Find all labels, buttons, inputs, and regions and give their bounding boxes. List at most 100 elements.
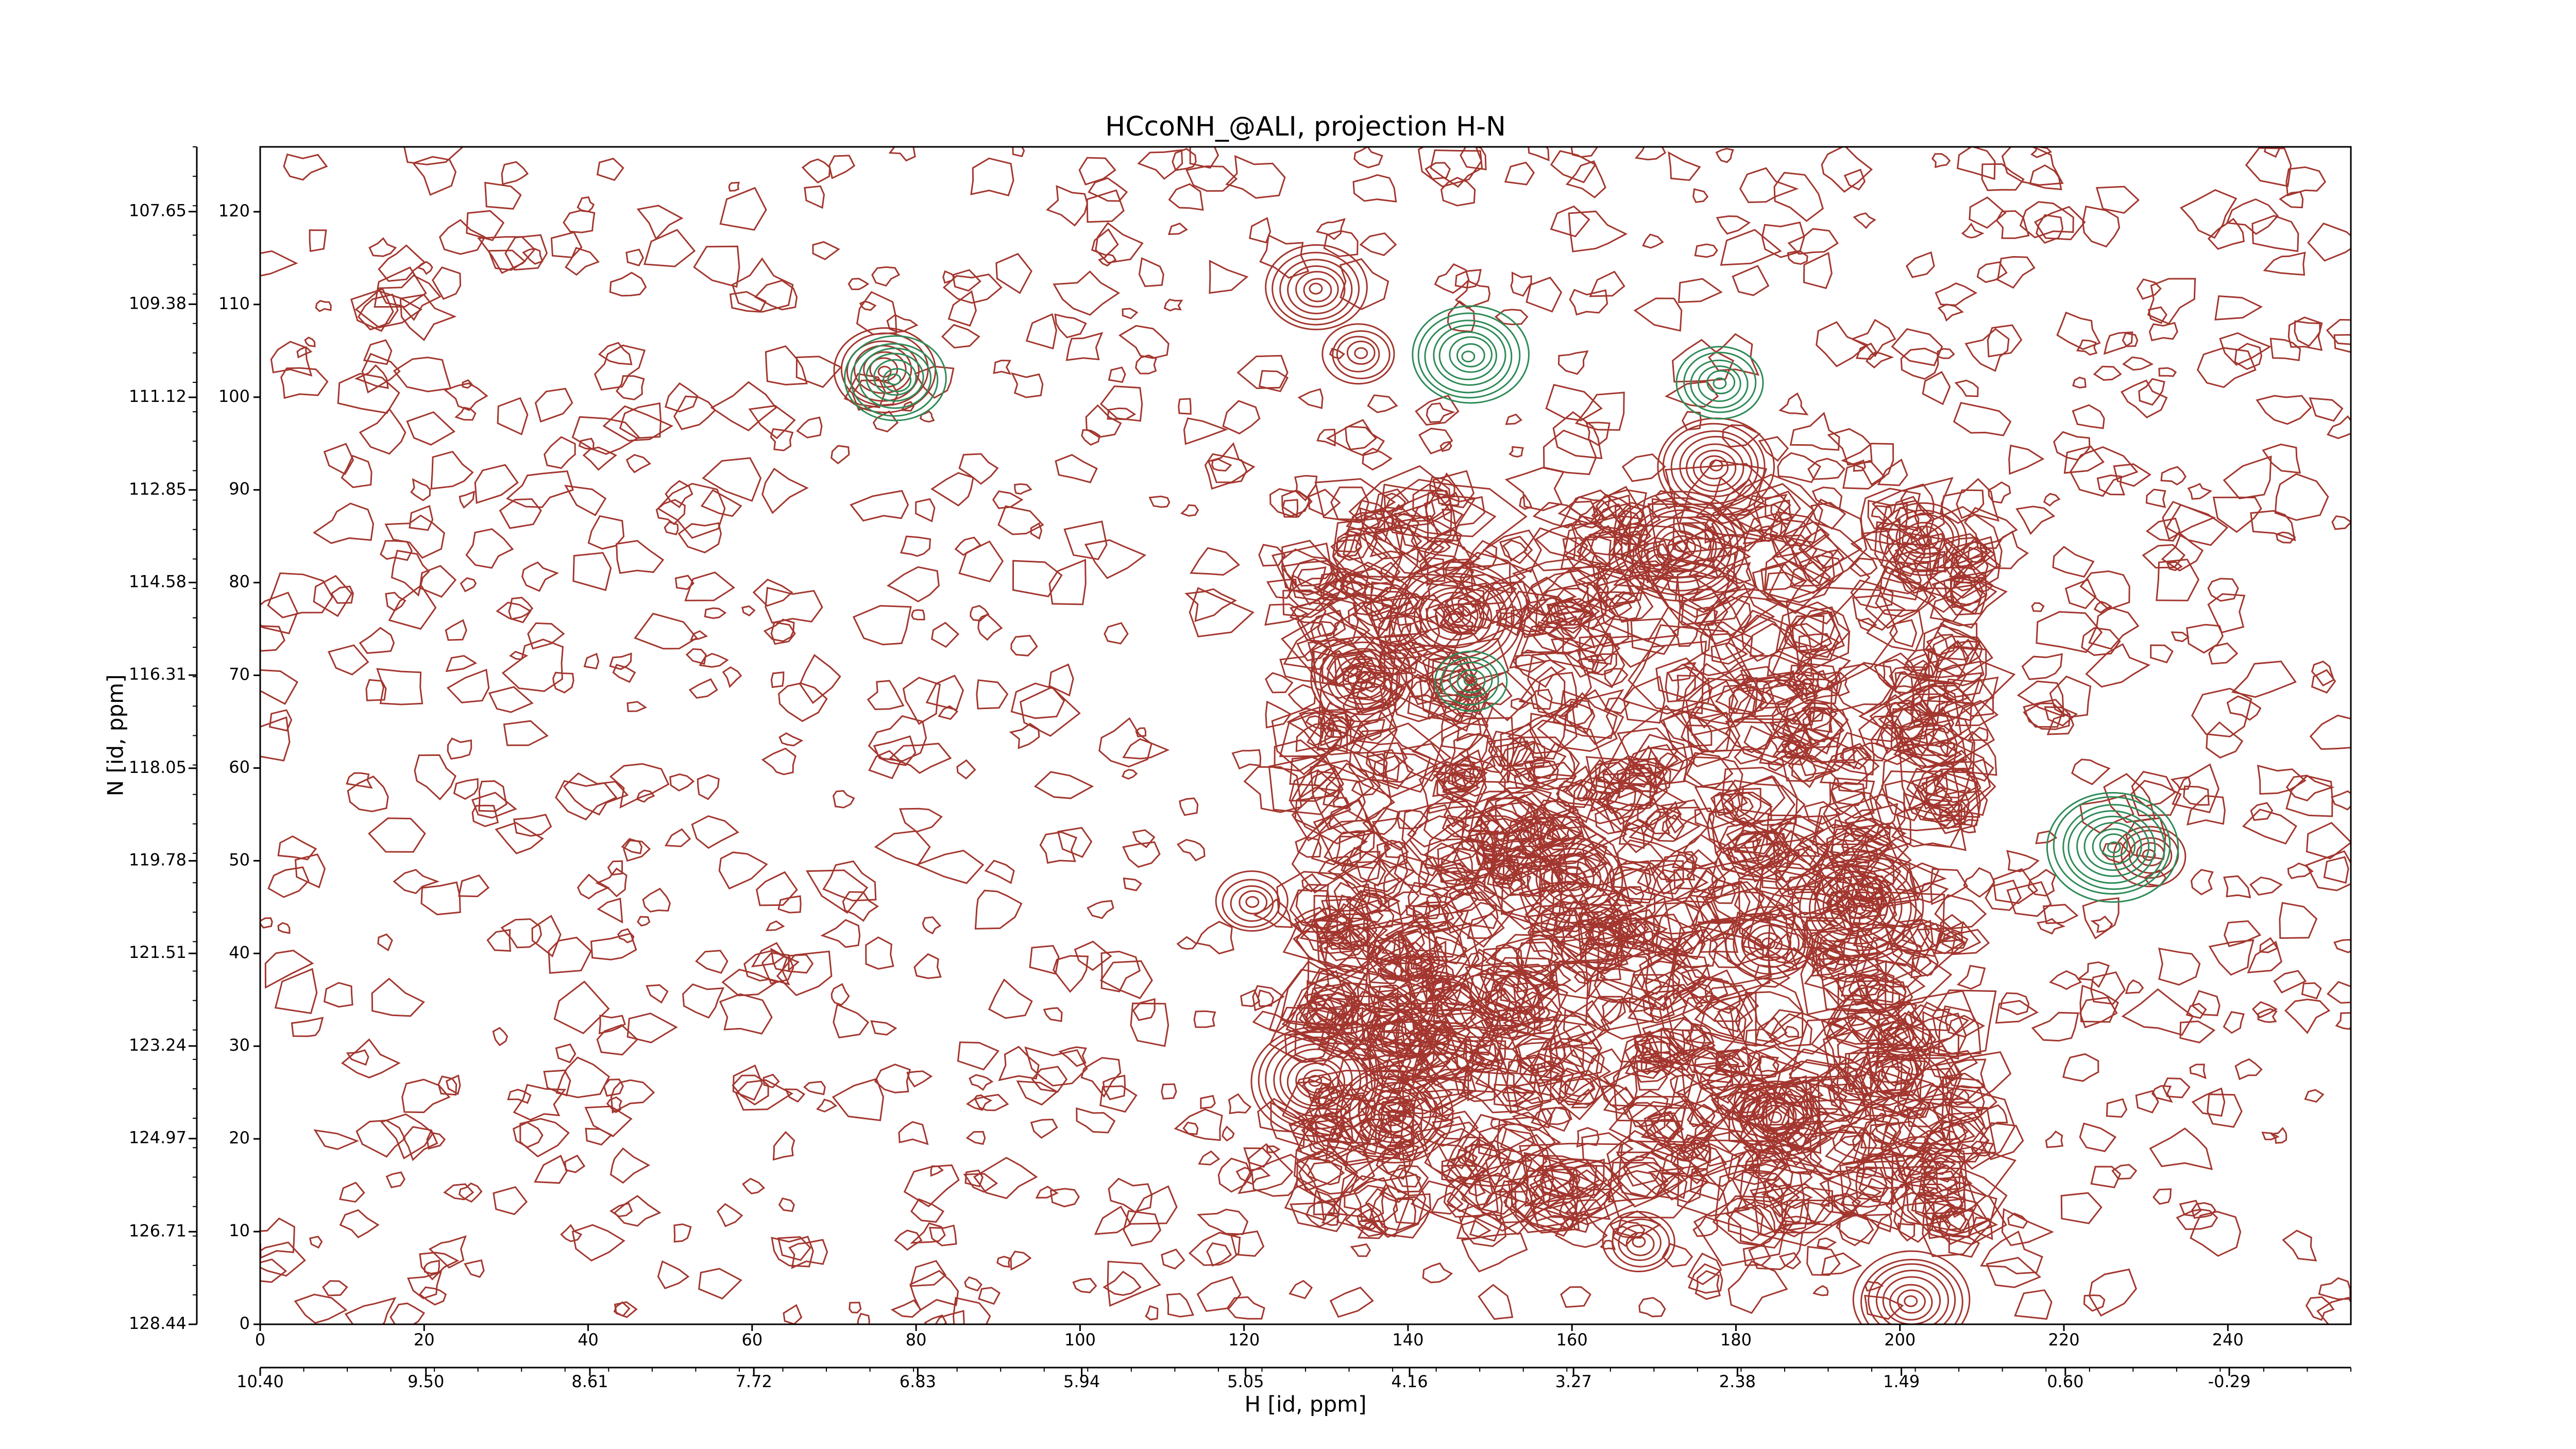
contour [613, 1195, 662, 1227]
contour [1257, 989, 1275, 1007]
contour-cluster [1608, 1096, 1714, 1161]
contour [1501, 591, 1577, 636]
contour [1323, 763, 1375, 810]
contour [761, 747, 796, 776]
contour [1765, 682, 1816, 723]
contour [1633, 297, 1683, 332]
peak-ring [1674, 540, 1688, 552]
y-tick-label: 90 [229, 479, 250, 499]
contour [1420, 1110, 1479, 1147]
contour [2120, 379, 2168, 418]
contour [1526, 821, 1555, 849]
contour [1622, 818, 1655, 853]
contour [1926, 633, 1957, 657]
contour [359, 408, 406, 455]
contour-cluster [1446, 1125, 1578, 1232]
contour [1450, 587, 1485, 617]
contour [898, 1121, 929, 1145]
contour [1607, 1142, 1708, 1219]
contour [1602, 755, 1668, 812]
peak-ring [1709, 459, 1723, 471]
contour [1910, 948, 1939, 979]
peak-ring [1625, 1232, 1655, 1256]
contour [1693, 1051, 1723, 1078]
contour [2122, 332, 2139, 347]
contour [1559, 489, 1622, 527]
contour [1859, 922, 1919, 967]
x2-tick-label: 5.05 [1227, 1372, 1264, 1391]
contour [669, 773, 695, 792]
contour [2275, 531, 2296, 544]
contour [685, 648, 707, 665]
contour [1773, 172, 1824, 222]
contour [1048, 559, 1087, 605]
contour [420, 881, 461, 916]
contour [1043, 1007, 1063, 1022]
contour [1030, 1118, 1058, 1139]
contour-cluster [1684, 1023, 1715, 1044]
contour [755, 871, 798, 906]
contour [1604, 668, 1629, 687]
contour [1839, 921, 1923, 984]
contour [294, 853, 326, 888]
contour-cluster [1849, 558, 1878, 577]
contour [2191, 990, 2221, 1016]
contour-cluster [1853, 908, 1895, 950]
contour [1480, 946, 1524, 989]
contour [2207, 1093, 2243, 1128]
peak-ring [1808, 865, 1912, 951]
contour [2052, 546, 2095, 578]
contour [1629, 806, 1709, 853]
contour [477, 236, 536, 274]
contour [274, 968, 318, 1014]
peak-ring [1667, 535, 1696, 560]
contour [1417, 147, 1483, 188]
contour [1533, 1165, 1581, 1199]
peak-ring [1670, 430, 1759, 504]
contour [1948, 1111, 1986, 1145]
contour-cluster [1643, 1110, 1679, 1143]
contour [1493, 857, 1522, 883]
contour [1574, 392, 1625, 431]
contour [1755, 1056, 1780, 1073]
contour [260, 917, 273, 929]
contour [1303, 996, 1349, 1034]
contour [1636, 1060, 1668, 1091]
contour [1545, 1106, 1572, 1125]
contour [1778, 392, 1809, 416]
contour [1953, 401, 2012, 436]
contour [1874, 521, 1941, 589]
y2-tick-label: 119.78 [129, 850, 187, 870]
contour-cluster [1698, 583, 1775, 645]
contour [1660, 1029, 1692, 1065]
contour-cluster [1447, 1026, 1519, 1075]
contour [1238, 1143, 1294, 1194]
contour [1576, 1127, 1600, 1148]
contour [1698, 583, 1775, 645]
peak-ring [1279, 1048, 1353, 1110]
contour [1540, 905, 1600, 938]
contour [719, 993, 773, 1035]
y-axis-label: N [id, ppm] [103, 675, 128, 797]
contour [1057, 827, 1093, 858]
contour-cluster [1480, 943, 1524, 989]
contour [1818, 832, 1890, 864]
peak-ring [2128, 837, 2173, 874]
contour [2251, 215, 2299, 252]
contour [2015, 506, 2056, 535]
contour [1815, 907, 1903, 983]
contour [673, 1223, 692, 1243]
contour [1540, 598, 1601, 626]
contour [1849, 1007, 1880, 1040]
contour [915, 498, 936, 523]
contour [277, 922, 291, 934]
contour [1339, 258, 1389, 310]
contour [2190, 1210, 2242, 1257]
contour [636, 205, 684, 241]
contour [1240, 989, 1261, 1007]
contour-cluster [1815, 549, 1845, 569]
contour [609, 1202, 633, 1218]
contour [1768, 1013, 1812, 1047]
contour [2196, 347, 2257, 389]
contour [1616, 909, 1661, 946]
